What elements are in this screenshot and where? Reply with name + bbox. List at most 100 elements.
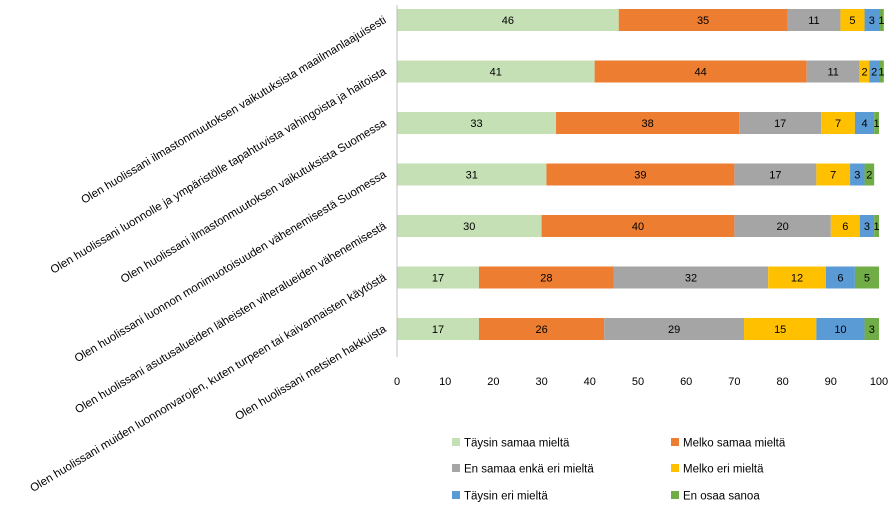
bar-segment — [768, 266, 826, 289]
data-label: 28 — [540, 273, 552, 285]
bar-segment — [613, 266, 769, 289]
bar-segment — [397, 9, 619, 31]
bar-segment — [556, 112, 740, 134]
category-label: Olen huolissani metsien hakkuista — [233, 323, 389, 423]
data-label: 1 — [878, 15, 884, 27]
bar-segment — [879, 9, 884, 31]
bar-segment — [397, 163, 547, 186]
data-label: 11 — [808, 15, 819, 27]
bar-segment — [864, 163, 875, 186]
data-label: 17 — [769, 170, 781, 182]
data-label: 17 — [774, 118, 786, 130]
data-label: 32 — [685, 273, 697, 285]
bar-segment — [821, 112, 855, 134]
bar-segment — [864, 318, 879, 340]
legend-label: En samaa enkä eri mieltä — [464, 464, 594, 476]
bar-segment — [859, 215, 875, 237]
bar-segment — [869, 60, 879, 83]
bar-segment — [874, 112, 879, 134]
bar-segment — [541, 215, 735, 237]
data-label: 17 — [432, 324, 444, 336]
data-label: 11 — [827, 67, 838, 79]
bar-segment — [739, 112, 822, 134]
bar-segment — [618, 9, 788, 31]
data-label: 2 — [861, 67, 867, 79]
bar-segment — [854, 266, 879, 289]
x-tick-label: 60 — [680, 376, 692, 388]
bar-segment — [478, 318, 605, 340]
x-tick-label: 40 — [584, 376, 596, 388]
data-label: 41 — [490, 67, 502, 79]
bar-segment — [787, 9, 841, 31]
bar-segment — [840, 9, 865, 31]
x-tick-label: 50 — [632, 376, 644, 388]
category-label: Olen huolissani luonnolle ja ympäristöll… — [49, 65, 389, 276]
x-tick-label: 80 — [776, 376, 788, 388]
category-label: Olen huolissani luonnon monimuotoisuuden… — [73, 168, 389, 365]
legend-label: Melko eri mieltä — [683, 464, 764, 476]
bar-segment — [397, 215, 542, 237]
bar-segment — [546, 163, 735, 186]
data-label: 33 — [470, 118, 482, 130]
data-label: 2 — [871, 67, 877, 79]
data-label: 5 — [849, 15, 855, 27]
category-label: Olen huolissani muiden luonnonvarojen, k… — [28, 271, 389, 494]
bar-segment — [806, 60, 860, 83]
data-label: 3 — [864, 221, 870, 233]
legend-swatch — [452, 464, 460, 472]
legend-label: Melko samaa mieltä — [683, 438, 786, 450]
data-label: 29 — [668, 324, 680, 336]
legend-label: En osaa sanoa — [683, 491, 760, 503]
data-label: 4 — [861, 118, 867, 130]
bar-segment — [397, 112, 557, 134]
data-label: 7 — [830, 170, 836, 182]
bar-segment — [825, 266, 855, 289]
bar-segment — [744, 318, 817, 340]
data-label: 1 — [878, 67, 884, 79]
data-label: 38 — [642, 118, 654, 130]
data-label: 26 — [535, 324, 547, 336]
data-label: 1 — [874, 118, 880, 130]
data-label: 2 — [866, 170, 872, 182]
x-tick-label: 0 — [394, 376, 400, 388]
bar-segment — [864, 9, 879, 31]
x-tick-label: 20 — [487, 376, 499, 388]
bar-segment — [830, 215, 860, 237]
x-tick-label: 90 — [825, 376, 837, 388]
legend-swatch — [671, 464, 679, 472]
data-label: 30 — [463, 221, 475, 233]
data-label: 46 — [502, 15, 514, 27]
x-tick-label: 70 — [728, 376, 740, 388]
legend-swatch — [671, 491, 679, 499]
data-label: 1 — [874, 221, 880, 233]
data-label: 35 — [697, 15, 709, 27]
bar-segment — [850, 163, 865, 186]
bar-segment — [816, 163, 851, 186]
category-label: Olen huolissani asutusalueiden läheisten… — [73, 220, 389, 416]
data-label: 17 — [432, 273, 444, 285]
data-label: 12 — [791, 273, 803, 285]
bar-segment — [879, 60, 884, 83]
data-label: 3 — [854, 170, 860, 182]
data-label: 15 — [774, 324, 786, 336]
data-label: 7 — [835, 118, 841, 130]
data-label: 44 — [695, 67, 707, 79]
x-tick-label: 30 — [535, 376, 547, 388]
bar-segment — [734, 163, 817, 186]
data-label: 10 — [834, 324, 846, 336]
bar-segment — [397, 60, 595, 83]
legend-swatch — [452, 438, 460, 446]
data-label: 3 — [869, 15, 875, 27]
bar-segment — [604, 318, 745, 340]
bar-segment — [478, 266, 614, 289]
data-label: 6 — [842, 221, 848, 233]
x-tick-label: 100 — [870, 376, 888, 388]
data-label: 6 — [837, 273, 843, 285]
x-tick-label: 10 — [439, 376, 451, 388]
bar-segment — [816, 318, 865, 340]
bar-segment — [594, 60, 807, 83]
bar-segment — [734, 215, 831, 237]
data-label: 31 — [466, 170, 478, 182]
data-label: 20 — [776, 221, 788, 233]
